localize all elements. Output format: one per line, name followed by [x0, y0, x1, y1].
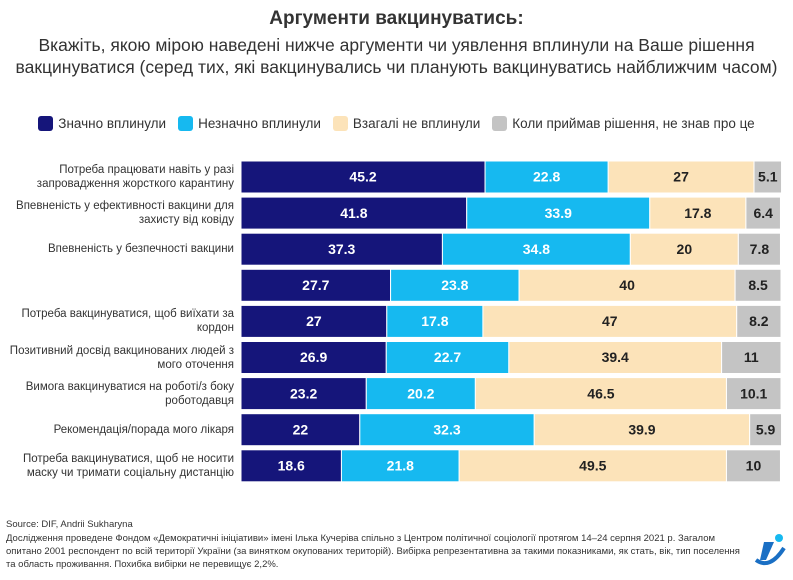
value-label: 40	[619, 277, 635, 293]
value-label: 47	[602, 313, 618, 329]
bar-segment	[745, 196, 781, 230]
value-label: 10.1	[740, 385, 767, 401]
category-label: Впевненість у безпечності вакцини	[47, 243, 234, 256]
bar-segment	[629, 232, 739, 266]
value-label: 20	[677, 241, 693, 257]
value-label: 26.9	[300, 349, 327, 365]
value-label: 17.8	[421, 313, 448, 329]
value-label: 46.5	[587, 385, 614, 401]
legend-swatch	[38, 116, 54, 131]
bar-segment	[365, 377, 476, 411]
legend-swatch	[332, 116, 348, 131]
category-label: Потреба працювати навіть у разі запровад…	[36, 164, 234, 190]
value-label: 5.9	[756, 421, 776, 437]
bar-segment	[386, 304, 484, 338]
chart: 45.2 22.8 27 5.1 41.8 33.9 17.8 6.4 37.3 34.8 20 7.…	[240, 160, 783, 483]
value-label: 8.2	[749, 313, 769, 329]
value-label: 39.9	[628, 421, 655, 437]
value-label: 32.3	[433, 421, 460, 437]
bar-segment	[240, 304, 388, 338]
value-label: 6.4	[753, 205, 773, 221]
value-label: 7.8	[750, 241, 770, 257]
value-label: 27	[306, 313, 322, 329]
bar-segment	[508, 341, 723, 374]
bar-segment	[484, 160, 609, 194]
bar-segment	[607, 160, 755, 194]
value-label: 23.2	[290, 385, 317, 401]
value-label: 21.8	[387, 458, 414, 474]
legend-item: Незначно вплинули	[178, 116, 321, 131]
legend-label: Взагалі не вплинули	[352, 116, 481, 131]
legend-swatch	[492, 116, 508, 131]
bar-segment	[240, 268, 392, 302]
category-label: Позитивний досвід вакцинованих людей з м…	[9, 344, 234, 371]
value-label: 18.6	[278, 458, 305, 474]
value-label: 22.8	[533, 169, 560, 185]
bar-segment	[721, 341, 782, 374]
bar-segment	[725, 449, 781, 483]
note: Дослідження проведене Фондом «Демократич…	[6, 533, 740, 570]
bar-segment	[340, 449, 460, 483]
value-label: 23.8	[441, 277, 468, 293]
value-label: 22.7	[434, 349, 461, 365]
value-label: 49.5	[579, 458, 606, 474]
bar-segment	[482, 304, 738, 338]
value-label: 11	[744, 349, 759, 365]
value-label: 20.2	[407, 385, 434, 401]
value-label: 8.5	[748, 277, 768, 293]
bar-segment	[649, 196, 747, 230]
legend-swatch	[178, 116, 194, 131]
bar-segment	[518, 268, 736, 302]
category-label: Вимога вакцинуватися на роботі/з боку ро…	[25, 380, 234, 407]
bar-segment	[749, 413, 783, 447]
value-label: 27.7	[302, 277, 329, 293]
bar-segment	[466, 196, 651, 230]
bar-segment	[533, 413, 751, 447]
value-label: 45.2	[349, 169, 376, 185]
value-label: 34.8	[523, 241, 550, 257]
legend-label: Коли приймав рішення, не знав про це	[512, 116, 755, 131]
category-label	[4, 269, 234, 301]
legend-item: Взагалі не вплинули	[332, 116, 481, 131]
legend-item: Значно вплинули	[38, 116, 166, 131]
value-label: 27	[673, 169, 689, 185]
legend-label: Незначно вплинули	[198, 116, 321, 131]
value-label: 33.9	[545, 205, 572, 221]
chart-subtitle: Вкажіть, якою мірою наведені нижче аргум…	[15, 35, 778, 77]
category-label: Потреба вакцинуватися, щоб виїхати за ко…	[21, 308, 234, 335]
bar-segment	[753, 160, 783, 194]
value-label: 41.8	[340, 205, 367, 221]
value-label: 22	[293, 421, 309, 437]
category-label: Рекомендація/порада мого лікаря	[53, 423, 234, 436]
bar-segment	[441, 232, 631, 266]
chart-title: Аргументи вакцинуватись:	[269, 8, 524, 29]
bar-segment	[240, 232, 443, 266]
bar-segment	[725, 377, 782, 411]
legend-label: Значно вплинули	[58, 116, 167, 131]
value-label: 39.4	[602, 349, 629, 365]
legend: Значно вплинули Незначно вплинули Взагалі …	[0, 116, 793, 131]
value-label: 17.8	[684, 205, 711, 221]
legend-item: Коли приймав рішення, не знав про це	[492, 116, 755, 131]
value-label: 5.1	[758, 169, 778, 185]
category-label: Впевненість у ефективності вакцини для з…	[16, 200, 234, 227]
bar-segment	[240, 377, 367, 411]
value-label: 37.3	[328, 241, 355, 257]
bar-segment	[240, 449, 342, 483]
category-label: Потреба вакцинуватися, щоб не носити мас…	[22, 452, 234, 479]
bar-segment	[390, 268, 520, 302]
source: Source: DIF, Andrii Sukharyna	[6, 519, 133, 530]
bar-segment	[736, 304, 782, 338]
logo	[754, 534, 786, 565]
bar-segment	[734, 268, 782, 302]
bar-segment	[737, 232, 781, 266]
bar-segment	[240, 341, 387, 374]
value-label: 10	[746, 458, 762, 474]
